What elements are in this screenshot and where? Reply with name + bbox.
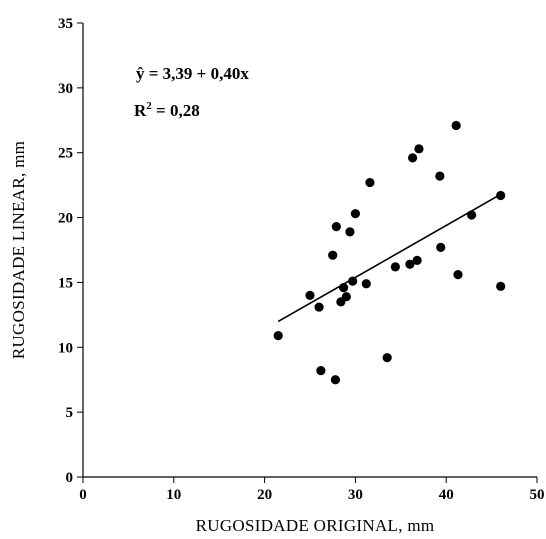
data-point bbox=[341, 292, 351, 302]
y-tick-label: 5 bbox=[66, 405, 74, 421]
y-axis: 0 5 10 15 20 25 30 35 bbox=[58, 16, 84, 486]
x-axis-title: RUGOSIDADE ORIGINAL, mm bbox=[196, 516, 435, 535]
r-squared: R2 = 0,28 bbox=[134, 100, 200, 120]
data-point bbox=[453, 270, 463, 280]
data-point bbox=[361, 279, 371, 289]
r-squared-prefix: R bbox=[134, 101, 147, 120]
data-point bbox=[414, 144, 424, 154]
data-point bbox=[436, 242, 446, 253]
regression-equation: ŷ = 3,39 + 0,40x bbox=[136, 64, 249, 83]
data-point bbox=[338, 283, 349, 293]
regression-line bbox=[277, 193, 502, 323]
data-points bbox=[273, 120, 506, 385]
data-point bbox=[390, 262, 400, 272]
x-tick-label: 10 bbox=[166, 487, 181, 503]
y-tick-label: 35 bbox=[58, 16, 73, 32]
trendline-group bbox=[277, 193, 502, 323]
data-point bbox=[330, 375, 341, 385]
x-tick-label: 50 bbox=[530, 487, 545, 503]
data-point bbox=[496, 281, 506, 291]
y-tick-label: 15 bbox=[58, 275, 73, 291]
x-tick-label: 30 bbox=[348, 487, 363, 503]
data-point bbox=[331, 222, 341, 232]
data-point bbox=[316, 366, 326, 376]
data-point bbox=[435, 171, 445, 181]
y-tick-label: 25 bbox=[58, 146, 73, 162]
y-tick-label: 30 bbox=[58, 81, 73, 97]
y-tick-label: 0 bbox=[66, 470, 74, 486]
y-tick-label: 20 bbox=[58, 211, 73, 227]
data-point bbox=[328, 250, 338, 260]
x-tick-label: 20 bbox=[257, 487, 272, 503]
data-point bbox=[345, 227, 355, 237]
x-tick-label: 40 bbox=[439, 487, 454, 503]
data-point bbox=[348, 276, 358, 286]
data-point bbox=[365, 177, 375, 188]
data-point bbox=[305, 290, 315, 300]
data-point bbox=[273, 331, 283, 341]
x-axis: 0 10 20 30 40 50 bbox=[79, 476, 545, 503]
r-squared-superscript: 2 bbox=[146, 100, 152, 112]
data-point bbox=[408, 153, 418, 163]
data-point bbox=[451, 120, 461, 131]
data-point bbox=[405, 259, 415, 269]
y-tick-label: 10 bbox=[58, 340, 73, 356]
r-squared-value: = 0,28 bbox=[152, 101, 200, 120]
data-point bbox=[350, 209, 360, 219]
data-point bbox=[496, 190, 506, 201]
data-point bbox=[412, 255, 422, 265]
x-tick-label: 0 bbox=[79, 487, 87, 503]
data-point bbox=[467, 210, 477, 220]
data-point bbox=[382, 353, 392, 363]
data-point bbox=[314, 302, 324, 312]
y-axis-title: RUGOSIDADE LINEAR, mm bbox=[9, 141, 28, 359]
